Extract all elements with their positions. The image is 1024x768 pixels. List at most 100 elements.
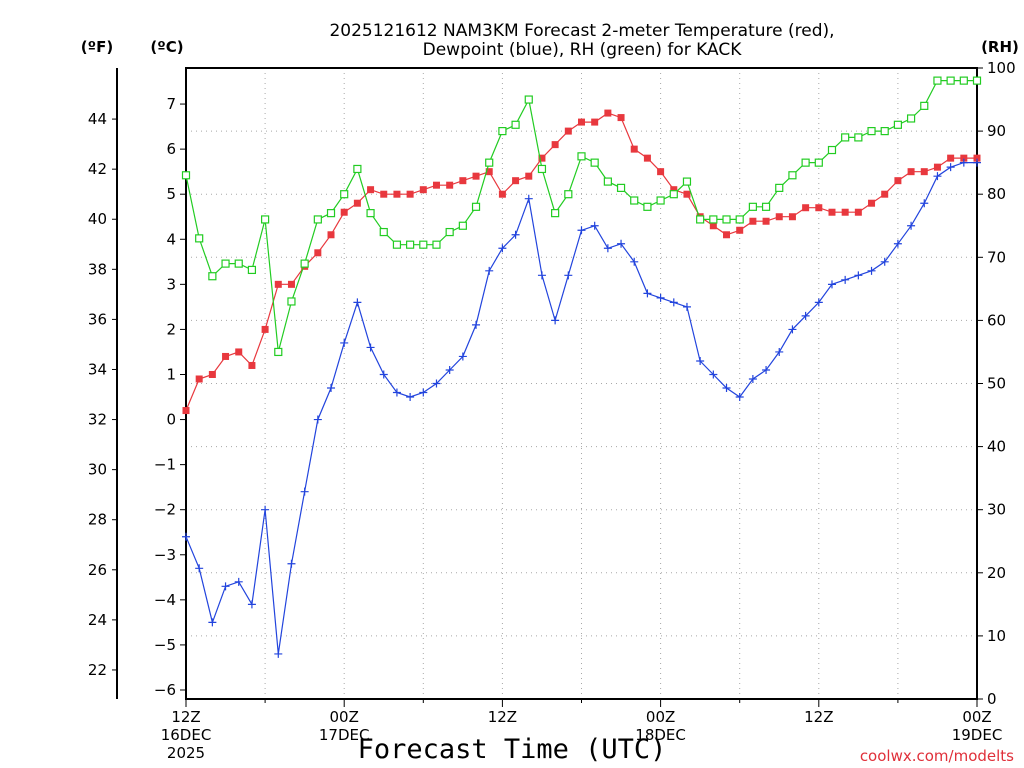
rh-tick-label: 10 [987, 627, 1006, 645]
celsius-tick-label: 1 [166, 365, 176, 383]
fahrenheit-tick-label: 22 [88, 661, 107, 679]
temperature-point [828, 208, 836, 216]
credit-text: coolwx.com/modelts [860, 747, 1014, 765]
rh-point [366, 209, 375, 218]
celsius-tick-label: −6 [154, 681, 176, 699]
rh-point [643, 202, 652, 211]
rh-point [379, 227, 388, 237]
rh-point [630, 196, 639, 205]
dewpoint-point [880, 257, 889, 266]
time-tick-label: 00Z [330, 708, 359, 726]
celsius-tick-label: 4 [166, 230, 176, 248]
rh-tick-label: 0 [987, 690, 997, 708]
temperature-point [591, 118, 599, 126]
dewpoint-point [182, 532, 190, 541]
x-axis-label: Forecast Time (UTC) [358, 734, 667, 765]
dewpoint-point [827, 280, 836, 289]
dewpoint-point [300, 487, 309, 496]
dewpoint-point [959, 158, 968, 167]
fahrenheit-tick-label: 32 [88, 411, 107, 429]
dewpoint-point [498, 244, 507, 253]
celsius-tick-label: −1 [154, 456, 176, 474]
dewpoint-point [735, 393, 744, 402]
rh-point [854, 133, 863, 142]
temperature-point [327, 231, 335, 239]
time-tick-label: 18DEC [635, 726, 686, 744]
dewpoint-point [801, 311, 810, 320]
rh-point [313, 215, 322, 224]
celsius-tick-label: 5 [166, 185, 176, 203]
dewpoint-point [353, 298, 362, 307]
rh-point [814, 158, 823, 167]
rh-point [458, 221, 467, 230]
celsius-tick-label: 3 [166, 275, 176, 293]
rh-point [392, 240, 402, 249]
fahrenheit-tick-label: 24 [88, 611, 107, 629]
rh-point [445, 227, 454, 237]
temperature-point [393, 190, 401, 198]
rh-point [208, 272, 217, 281]
dewpoint-point [656, 293, 665, 302]
celsius-tick-label: 6 [166, 140, 176, 158]
fahrenheit-unit-label: (ºF) [81, 38, 113, 56]
rh-point [577, 152, 586, 161]
rh-point [247, 265, 257, 275]
temperature-point [446, 181, 454, 189]
temperature-point [367, 186, 375, 194]
series-layer [181, 76, 982, 658]
temperature-point [432, 181, 440, 189]
dewpoint-point [247, 600, 256, 609]
rh-point [551, 209, 560, 218]
dewpoint-point [814, 298, 823, 307]
temperature-point [947, 154, 955, 162]
dewpoint-point [841, 275, 850, 284]
rh-point [300, 259, 309, 268]
temperature-point [551, 141, 559, 149]
rh-point [564, 190, 573, 199]
rh-point [972, 76, 982, 85]
temperature-point [868, 199, 876, 207]
dewpoint-point [485, 266, 494, 275]
rh-point [195, 234, 204, 243]
dewpoint-point [920, 199, 929, 208]
temperature-point [973, 154, 981, 162]
temperature-point [604, 109, 612, 117]
dewpoint-point [893, 239, 902, 248]
temperature-point [564, 127, 572, 135]
dewpoint-point [340, 338, 349, 347]
rh-point [669, 190, 678, 199]
dewpoint-point [274, 649, 283, 658]
dewpoint-point [287, 559, 296, 568]
dewpoint-point [775, 347, 784, 356]
temperature-point [472, 172, 480, 180]
rh-point [696, 215, 705, 224]
rh-point [748, 202, 757, 211]
rh-point [722, 215, 731, 224]
rh-point [261, 215, 270, 224]
temperature-point [485, 168, 493, 176]
chart-title-line1: 2025121612 NAM3KM Forecast 2-meter Tempe… [329, 21, 834, 41]
celsius-tick-label: 7 [166, 95, 176, 113]
temperature-point [525, 172, 533, 180]
dewpoint-point [603, 244, 612, 253]
fahrenheit-tick-label: 26 [88, 561, 107, 579]
dewpoint-point [195, 564, 204, 573]
rh-tick-label: 60 [987, 311, 1006, 329]
time-tick-label: 12Z [804, 708, 833, 726]
rh-point [682, 177, 692, 186]
celsius-tick-label: −4 [154, 591, 176, 609]
fahrenheit-tick-label: 28 [88, 511, 107, 529]
fahrenheit-tick-label: 38 [88, 260, 107, 278]
fahrenheit-tick-label: 34 [88, 360, 107, 378]
temperature-point [208, 370, 216, 378]
temperature-point [380, 190, 388, 198]
dewpoint-point [511, 230, 520, 239]
rh-point [326, 209, 336, 218]
temperature-point [683, 190, 691, 198]
rh-point [234, 259, 243, 268]
dewpoint-point [551, 316, 560, 325]
rh-point [181, 171, 191, 180]
rh-point [432, 240, 441, 249]
temperature-point [578, 118, 585, 126]
temperature-point [248, 361, 256, 369]
